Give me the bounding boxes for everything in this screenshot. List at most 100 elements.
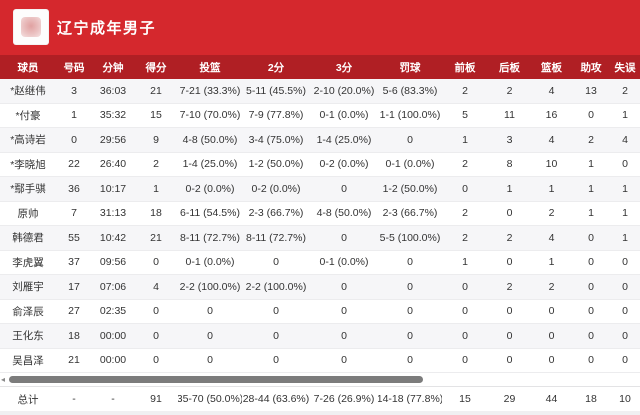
cell-dreb: 2 [506, 231, 513, 244]
cell-dreb: 8 [506, 158, 513, 171]
cell-player: 原帅 [17, 207, 39, 220]
cell-tov: 1 [622, 231, 628, 244]
total-tov: 10 [619, 393, 631, 405]
cell-oreb: 0 [462, 329, 468, 342]
cell-minutes: 07:06 [99, 280, 127, 293]
cell-fg: 0 [207, 305, 213, 318]
horizontal-scrollbar[interactable]: ◂ [0, 373, 640, 386]
cell-oreb: 5 [462, 109, 468, 122]
cell-ft: 0 [407, 133, 413, 146]
total-fg: 35-70 (50.0%) [178, 393, 242, 405]
cell-dreb: 0 [506, 207, 513, 220]
cell-number: 55 [68, 231, 80, 244]
cell-3pt: 0 [341, 280, 347, 293]
cell-ft: 0 [407, 280, 413, 293]
cell-number: 27 [68, 305, 80, 318]
cell-tov: 0 [622, 256, 628, 269]
cell-fg: 0-1 (0.0%) [185, 256, 235, 269]
cell-2pt: 1-2 (50.0%) [248, 158, 304, 171]
cell-reb: 4 [548, 231, 555, 244]
column-header-reb: 篮板 [541, 61, 562, 74]
cell-oreb: 0 [462, 280, 468, 293]
cell-2pt: 0 [273, 305, 279, 318]
cell-reb: 1 [548, 256, 555, 269]
cell-ft: 0 [407, 305, 413, 318]
cell-points: 4 [153, 280, 159, 293]
cell-3pt: 0-1 (0.0%) [319, 256, 369, 269]
cell-minutes: 00:00 [99, 329, 127, 342]
cell-tov: 1 [622, 207, 628, 220]
column-header-fg: 投篮 [199, 61, 221, 74]
cell-3pt: 0-2 (0.0%) [319, 158, 369, 171]
team-logo [13, 9, 49, 45]
cell-dreb: 11 [504, 109, 515, 122]
cell-number: 3 [71, 84, 77, 97]
cell-tov: 0 [622, 329, 628, 342]
cell-player: *赵继伟 [10, 85, 46, 98]
cell-fg: 2-2 (100.0%) [179, 280, 241, 293]
cell-reb: 2 [548, 280, 555, 293]
cell-oreb: 0 [462, 182, 468, 195]
cell-oreb: 0 [462, 305, 468, 318]
table-row: 王化东 18 00:00 0 0 0 0 0 0 0 0 0 0 [0, 324, 640, 349]
cell-2pt: 3-4 (75.0%) [248, 133, 304, 146]
cell-number: 21 [68, 354, 80, 367]
cell-minutes: 26:40 [99, 158, 127, 171]
total-points: 91 [150, 393, 162, 405]
table-header-row: 球员 号码 分钟 得分 投篮 2分 3分 罚球 前板 后板 篮板 助攻 失误 [0, 55, 640, 79]
table-row: 李虎翼 37 09:56 0 0-1 (0.0%) 0 0-1 (0.0%) 0… [0, 250, 640, 275]
cell-player: 俞泽辰 [12, 305, 44, 318]
cell-number: 37 [68, 256, 80, 269]
scroll-left-arrow-icon[interactable]: ◂ [1, 375, 6, 384]
column-header-ast: 助攻 [580, 61, 602, 74]
cell-player: 韩德君 [12, 232, 44, 245]
cell-ft: 2-3 (66.7%) [382, 207, 438, 220]
cell-2pt: 2-3 (66.7%) [248, 207, 304, 220]
total-dreb: 29 [503, 393, 516, 405]
cell-ft: 1-1 (100.0%) [379, 109, 441, 122]
cell-2pt: 0 [273, 256, 279, 269]
cell-reb: 0 [548, 305, 555, 318]
cell-player: *李晓旭 [10, 158, 46, 171]
cell-tov: 2 [622, 84, 628, 97]
cell-number: 1 [71, 109, 77, 122]
cell-fg: 6-11 (54.5%) [180, 207, 240, 220]
table-row: 韩德君 55 10:42 21 8-11 (72.7%) 8-11 (72.7%… [0, 226, 640, 251]
cell-minutes: 31:13 [99, 207, 127, 220]
cell-ft: 5-5 (100.0%) [379, 231, 441, 244]
total-number: - [72, 393, 76, 405]
cell-oreb: 2 [462, 231, 468, 244]
cell-tov: 0 [622, 280, 628, 293]
cell-ft: 0-1 (0.0%) [385, 158, 435, 171]
cell-3pt: 4-8 (50.0%) [316, 207, 372, 220]
cell-oreb: 1 [462, 256, 468, 269]
cell-ast: 1 [588, 207, 594, 220]
column-header-dreb: 后板 [499, 61, 520, 74]
cell-dreb: 2 [506, 84, 513, 97]
cell-tov: 0 [622, 305, 628, 318]
cell-ft: 0 [407, 256, 413, 269]
cell-minutes: 09:56 [99, 256, 127, 269]
total-oreb: 15 [459, 393, 471, 405]
cell-ast: 1 [588, 182, 594, 195]
total-ft: 14-18 (77.8%) [378, 393, 442, 405]
cell-3pt: 0-1 (0.0%) [319, 109, 369, 122]
cell-fg: 8-11 (72.7%) [180, 231, 240, 244]
cell-tov: 1 [622, 182, 628, 195]
cell-fg: 7-21 (33.3%) [179, 84, 241, 97]
cell-ast: 0 [588, 256, 594, 269]
bottom-strip [0, 411, 640, 415]
cell-player: 吴昌泽 [12, 354, 44, 367]
cell-ast: 2 [588, 133, 594, 146]
cell-points: 18 [150, 207, 162, 220]
cell-fg: 1-4 (25.0%) [182, 158, 238, 171]
table-row: *高诗岩 0 29:56 9 4-8 (50.0%) 3-4 (75.0%) 1… [0, 128, 640, 153]
total-reb: 44 [545, 393, 558, 405]
scrollbar-thumb[interactable] [9, 376, 423, 383]
cell-ast: 0 [588, 329, 594, 342]
cell-player: 王化东 [12, 330, 44, 343]
cell-reb: 4 [548, 133, 555, 146]
cell-fg: 0 [207, 329, 213, 342]
cell-number: 7 [71, 207, 77, 220]
cell-oreb: 2 [462, 84, 468, 97]
